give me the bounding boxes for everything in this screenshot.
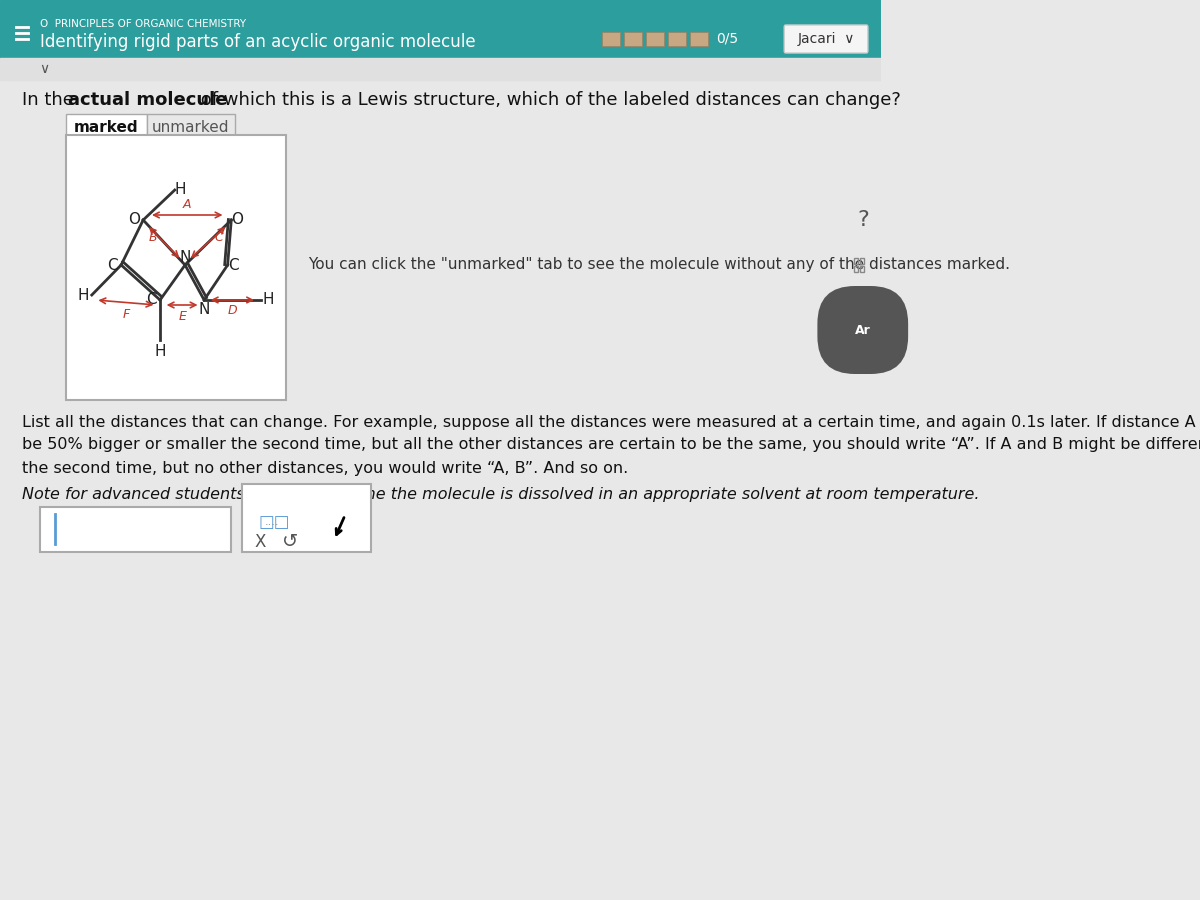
Bar [854, 302, 858, 310]
Bar [624, 32, 642, 46]
Bar [853, 344, 869, 366]
Bar [41, 507, 232, 552]
Text: Jacari  ∨: Jacari ∨ [797, 32, 854, 46]
Bar [860, 296, 864, 310]
Text: the second time, but no other distances, you would write “A, B”. And so on.: the second time, but no other distances,… [22, 461, 629, 475]
Text: C: C [107, 257, 118, 273]
Text: List all the distances that can change. For example, suppose all the distances w: List all the distances that can change. … [22, 415, 1200, 429]
Text: C: C [146, 292, 156, 308]
Text: In the: In the [22, 91, 79, 109]
Bar [854, 266, 858, 272]
Text: H: H [155, 345, 166, 359]
Bar [854, 356, 860, 364]
Text: Identifying rigid parts of an acyclic organic molecule: Identifying rigid parts of an acyclic or… [41, 33, 476, 51]
Bar [854, 258, 858, 264]
Text: marked: marked [74, 121, 139, 136]
Text: Ar: Ar [854, 323, 871, 337]
Text: B: B [149, 231, 157, 244]
FancyBboxPatch shape [785, 25, 868, 53]
Text: of which this is a Lewis structure, which of the labeled distances can change?: of which this is a Lewis structure, whic… [194, 91, 900, 109]
Bar [862, 356, 868, 364]
Text: N: N [179, 249, 191, 265]
Text: be 50% bigger or smaller the second time, but all the other distances are certai: be 50% bigger or smaller the second time… [22, 437, 1200, 453]
Bar [0, 58, 881, 80]
Text: X: X [254, 533, 266, 551]
Bar [860, 258, 864, 264]
Text: O: O [128, 212, 140, 228]
Text: actual molecule: actual molecule [68, 91, 228, 109]
Text: □□: □□ [258, 513, 290, 531]
Bar [854, 346, 860, 354]
Text: O  PRINCIPLES OF ORGANIC CHEMISTRY: O PRINCIPLES OF ORGANIC CHEMISTRY [41, 19, 246, 29]
Bar [860, 266, 864, 272]
Text: H: H [175, 183, 186, 197]
Text: C: C [215, 231, 223, 244]
Bar [0, 0, 881, 60]
Text: ∨: ∨ [38, 62, 49, 76]
Text: ....: .... [264, 517, 278, 527]
Text: Note for advanced students: you can assume the molecule is dissolved in an appro: Note for advanced students: you can assu… [22, 488, 979, 502]
Bar [646, 32, 664, 46]
Text: ?: ? [857, 210, 869, 230]
Bar [66, 114, 146, 142]
Text: D: D [228, 303, 238, 317]
Text: unmarked: unmarked [152, 121, 229, 136]
Bar [862, 346, 868, 354]
Bar [865, 300, 870, 310]
Text: F: F [122, 308, 130, 321]
Text: A: A [182, 199, 192, 212]
Text: E: E [178, 310, 186, 323]
Text: O: O [232, 212, 244, 228]
Text: H: H [77, 287, 89, 302]
Text: C: C [228, 257, 239, 273]
Bar [66, 135, 287, 400]
Text: N: N [198, 302, 210, 318]
Text: H: H [263, 292, 274, 308]
Text: ↺: ↺ [282, 533, 299, 552]
Bar [242, 484, 371, 552]
Bar [668, 32, 686, 46]
Text: 0/5: 0/5 [716, 32, 738, 46]
Bar [602, 32, 619, 46]
Bar [690, 32, 708, 46]
Text: You can click the "unmarked" tab to see the molecule without any of the distance: You can click the "unmarked" tab to see … [308, 257, 1010, 273]
Bar [146, 114, 235, 142]
